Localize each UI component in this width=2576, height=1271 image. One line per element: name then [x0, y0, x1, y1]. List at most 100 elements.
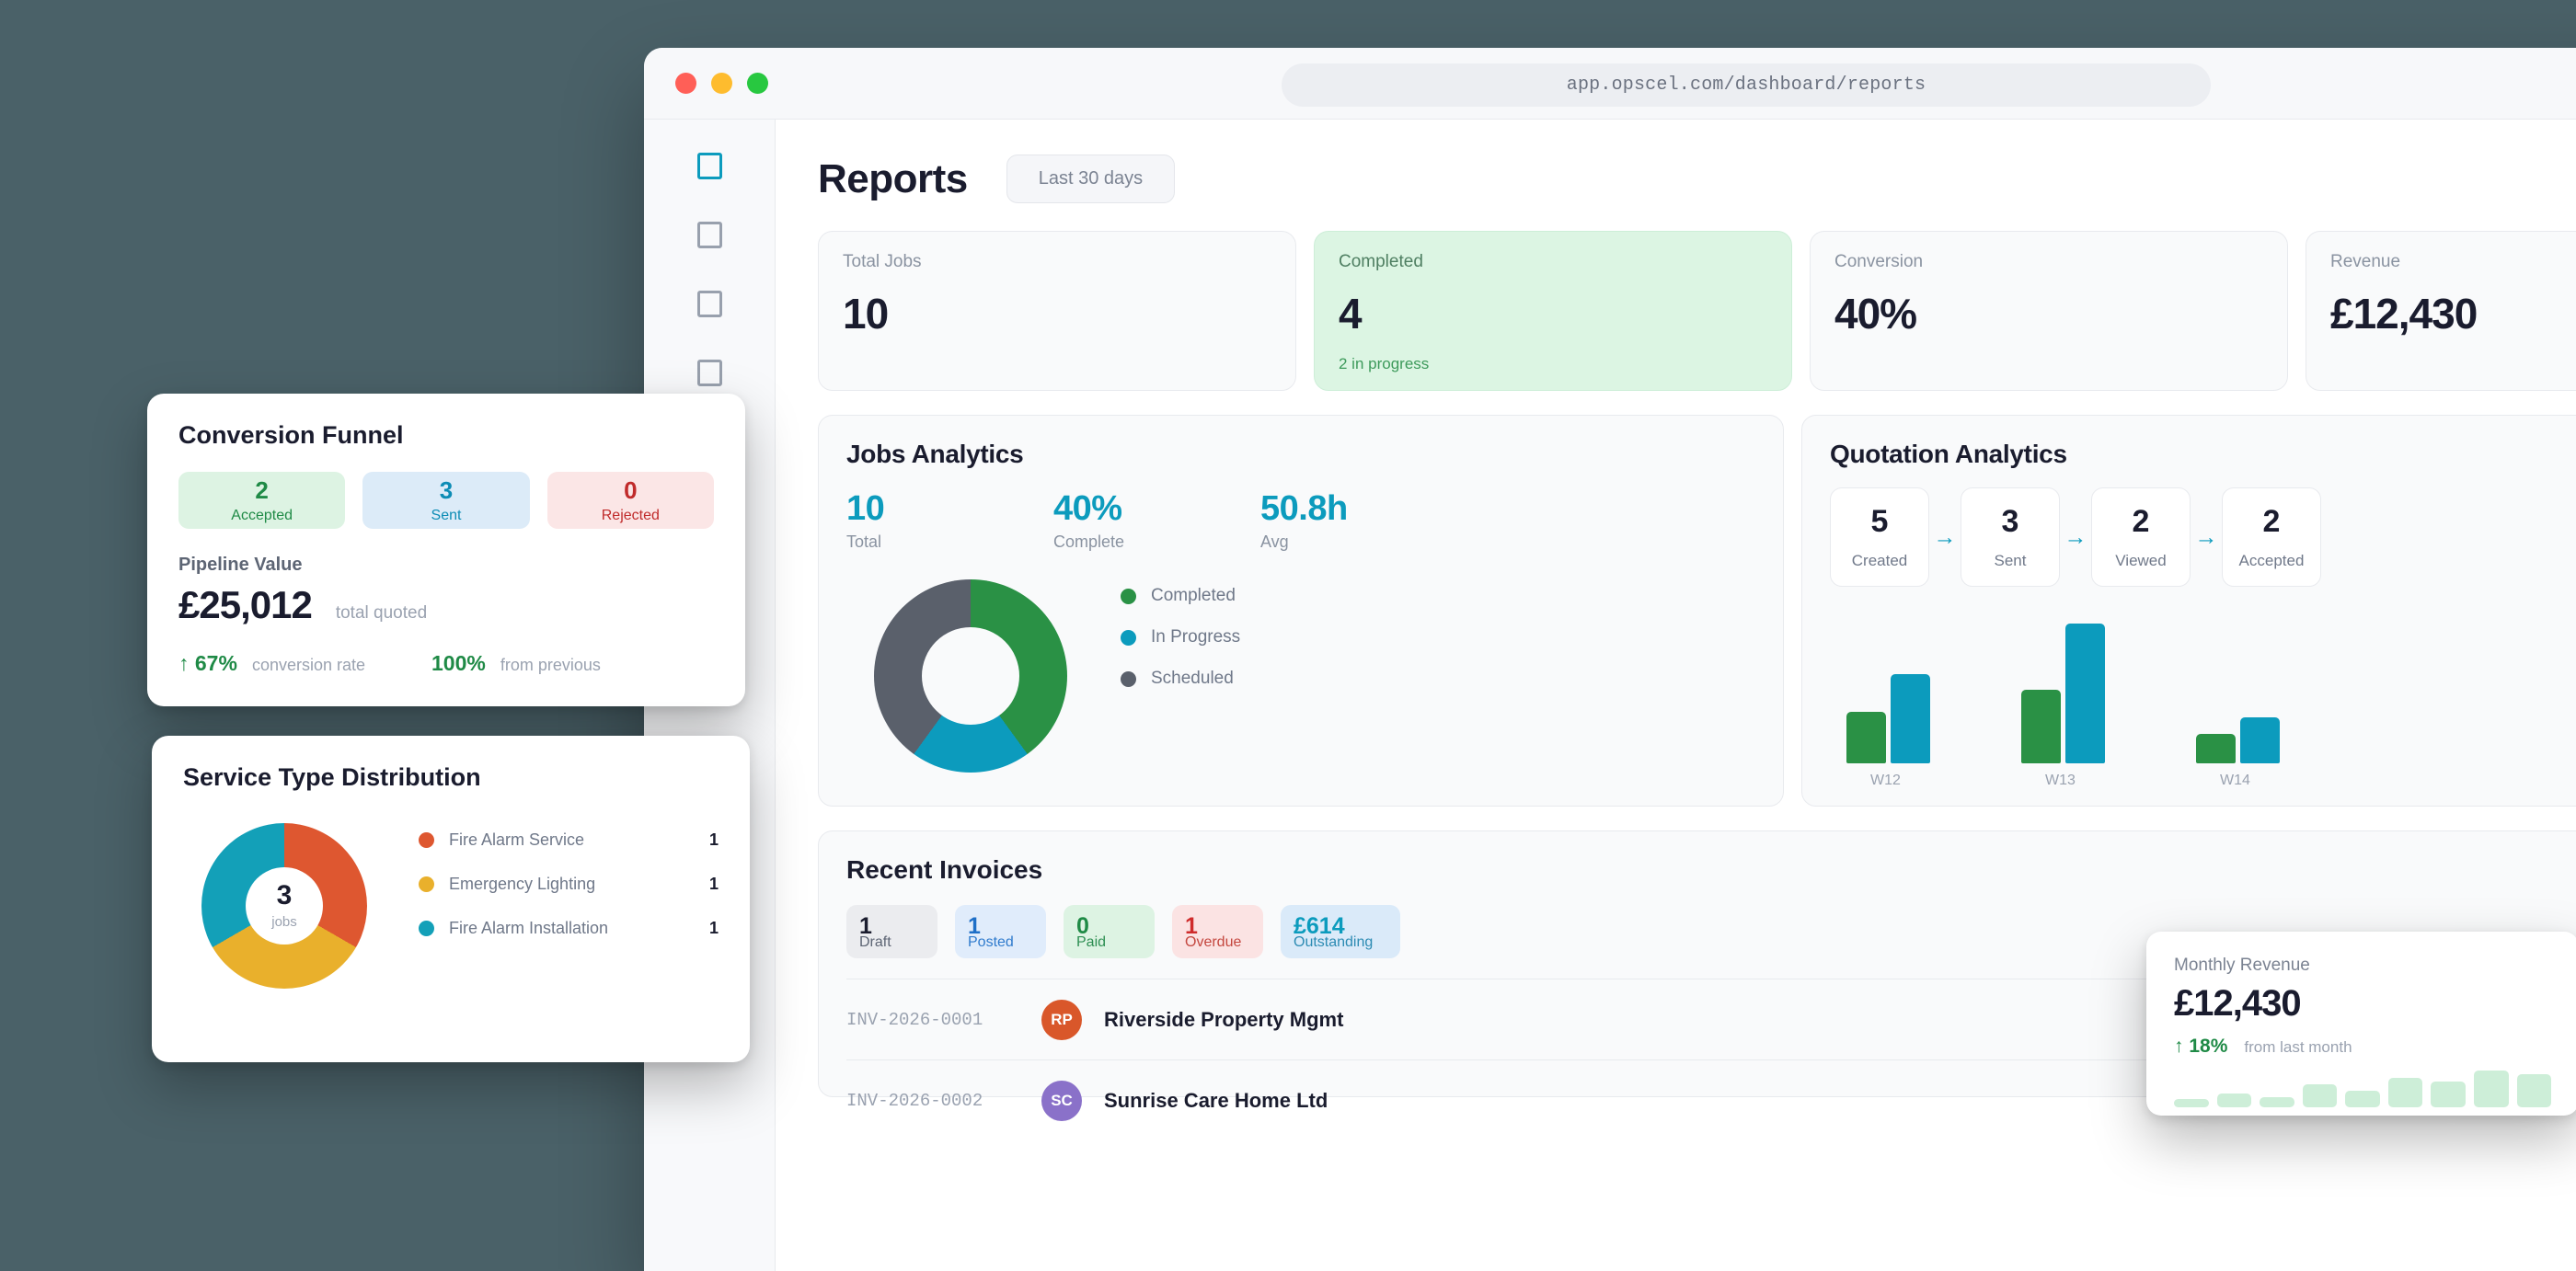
funnel-step-sent[interactable]: 3 Sent — [1961, 487, 2060, 587]
donut-center-label: 3 jobs — [246, 867, 323, 945]
funnel-pill-rejected[interactable]: 0 Rejected — [546, 472, 714, 529]
kpi-subtext: 2 in progress — [1339, 355, 1430, 372]
sidebar-item-invoices[interactable] — [696, 360, 722, 386]
table-row[interactable]: INV-2026-0001 RP Riverside Property Mgmt — [846, 979, 2576, 1059]
kpi-card-total-jobs[interactable]: Total Jobs 10 — [818, 231, 1296, 391]
conversion-funnel-card: Conversion Funnel 2 Accepted 3 Sent 0 Re… — [147, 394, 745, 706]
conversion-rate-value: ↑ 67% — [178, 651, 237, 675]
bar-tick-label: W14 — [2220, 773, 2250, 788]
quotation-funnel: 5 Created → 3 Sent → 2 Viewed — [1830, 487, 2576, 587]
legend-label: Scheduled — [1151, 669, 1234, 688]
funnel-label: Accepted — [2238, 552, 2305, 569]
jobs-chart-legend: Completed In Progress Scheduled — [1121, 586, 1240, 710]
funnel-step-viewed[interactable]: 2 Viewed — [2091, 487, 2191, 587]
sparkline-bar — [2431, 1082, 2466, 1107]
kpi-card-conversion[interactable]: Conversion 40% — [1810, 231, 2288, 391]
invoice-chip-posted[interactable]: 1 Posted — [955, 905, 1046, 958]
chip-value: 1 — [968, 913, 981, 939]
close-window-icon[interactable] — [675, 73, 696, 94]
legend-item: Scheduled — [1121, 669, 1240, 689]
bar-sent — [2065, 624, 2105, 763]
legend-item: Completed — [1121, 586, 1240, 606]
sidebar-item-jobs[interactable] — [696, 222, 722, 248]
card-title: Conversion Funnel — [178, 421, 404, 449]
kpi-value: 10 — [843, 290, 889, 338]
sidebar-item-quotes[interactable] — [696, 291, 722, 317]
sidebar-item-dashboard[interactable] — [696, 153, 722, 179]
address-bar[interactable]: app.opscel.com/dashboard/reports — [1282, 63, 2211, 107]
legend-count: 1 — [708, 830, 719, 849]
kpi-value: 4 — [1339, 290, 1363, 338]
service-type-donut-chart: 3 jobs — [201, 823, 367, 989]
legend-item: Fire Alarm Service 1 — [419, 830, 719, 850]
card-title: Service Type Distribution — [183, 763, 481, 791]
bar-group-w12 — [1846, 674, 1930, 763]
arrow-right-icon: → — [1933, 523, 1957, 550]
legend-item: Emergency Lighting 1 — [419, 875, 719, 894]
pill-label: Rejected — [601, 508, 660, 523]
main-content: Reports Last 30 days Total Jobs 10 Compl… — [776, 120, 2576, 1271]
pill-value: 2 — [255, 476, 269, 504]
conversion-meta-row: ↑ 67% conversion rate 100% from previous — [178, 651, 714, 676]
funnel-step-accepted[interactable]: 2 Accepted — [2222, 487, 2321, 587]
kpi-row: Total Jobs 10 Completed 4 2 in progress … — [818, 231, 2576, 391]
funnel-label: Sent — [1994, 552, 2027, 569]
sparkline-bar — [2302, 1084, 2338, 1107]
card-label: Monthly Revenue — [2174, 956, 2310, 975]
maximize-window-icon[interactable] — [747, 73, 768, 94]
sparkline-bar — [2345, 1091, 2380, 1107]
kpi-card-revenue[interactable]: Revenue £12,430 — [2306, 231, 2576, 391]
kpi-value: 40% — [1834, 290, 1917, 338]
funnel-step-created[interactable]: 5 Created — [1830, 487, 1929, 587]
chip-label: Outstanding — [1294, 934, 1374, 950]
pill-value: 3 — [439, 476, 454, 504]
jobs-stat-avg: 50.8h Avg — [1260, 489, 1467, 552]
chip-label: Posted — [968, 934, 1014, 950]
bar-accepted — [2196, 734, 2236, 763]
revenue-amount: £12,430 — [2174, 983, 2302, 1024]
analytics-row: Jobs Analytics 10 Total 40% Complete — [818, 415, 2576, 807]
invoice-status-chips: 1 Draft 1 Posted 0 Paid 1 — [846, 905, 2576, 958]
donut-ring — [874, 579, 1067, 773]
funnel-value: 3 — [2001, 504, 2019, 539]
funnel-label: Viewed — [2115, 552, 2167, 569]
stat-value: 10 — [846, 489, 885, 528]
minimize-window-icon[interactable] — [711, 73, 732, 94]
funnel-pill-sent[interactable]: 3 Sent — [362, 472, 530, 529]
funnel-pill-accepted[interactable]: 2 Accepted — [178, 472, 346, 529]
kpi-card-completed[interactable]: Completed 4 2 in progress — [1314, 231, 1792, 391]
invoice-chip-overdue[interactable]: 1 Overdue — [1172, 905, 1263, 958]
kpi-label: Completed — [1339, 252, 1423, 271]
invoice-chip-outstanding[interactable]: £614 Outstanding — [1281, 905, 1400, 958]
invoice-chip-paid[interactable]: 0 Paid — [1064, 905, 1155, 958]
bar-accepted — [1846, 712, 1886, 763]
bar-tick-label: W13 — [2045, 773, 2076, 788]
table-row[interactable]: INV-2026-0002 SC Sunrise Care Home Ltd — [846, 1059, 2576, 1140]
app-body: Reports Last 30 days Total Jobs 10 Compl… — [644, 120, 2576, 1271]
date-range-selector[interactable]: Last 30 days — [1006, 155, 1176, 203]
invoice-number: INV-2026-0002 — [846, 1090, 983, 1111]
legend-label: Fire Alarm Service — [449, 830, 585, 849]
pill-label: Sent — [431, 508, 462, 523]
funnel-value: 2 — [2262, 504, 2281, 539]
funnel-pill-row: 2 Accepted 3 Sent 0 Rejected — [178, 472, 714, 529]
legend-swatch-completed — [1121, 588, 1136, 604]
kpi-value: £12,430 — [2330, 290, 2478, 338]
legend-count: 1 — [708, 919, 719, 937]
jobs-stat-complete: 40% Complete — [1053, 489, 1260, 552]
panel-title: Recent Invoices — [846, 855, 1043, 884]
legend-count: 1 — [708, 875, 719, 893]
quotation-analytics-panel: Quotation Analytics 5 Created → 3 Sent — [1801, 415, 2576, 807]
invoice-chip-draft[interactable]: 1 Draft — [846, 905, 937, 958]
invoice-number: INV-2026-0001 — [846, 1009, 983, 1030]
stat-label: Total — [846, 532, 882, 551]
service-type-distribution-card: Service Type Distribution 3 jobs Fire Al… — [152, 736, 750, 1062]
sparkline-bar — [2516, 1074, 2552, 1107]
legend-swatch-fire-alarm-service — [419, 832, 434, 848]
from-previous-label: from previous — [500, 656, 601, 674]
avatar: RP — [1041, 999, 1082, 1040]
funnel-value: 5 — [1870, 504, 1889, 539]
stat-label: Avg — [1260, 532, 1289, 551]
chip-value: 1 — [1185, 913, 1198, 939]
donut-center-value: 3 — [276, 880, 293, 910]
